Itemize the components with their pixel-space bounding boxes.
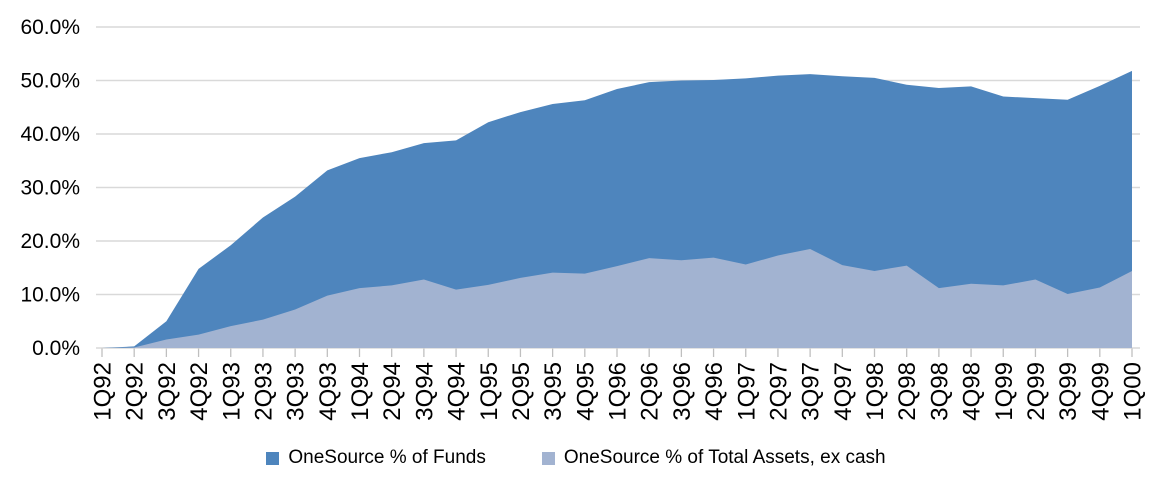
x-tick-label: 2Q93 [250,362,277,421]
x-tick-label: 1Q96 [605,362,632,421]
legend-item-funds: OneSource % of Funds [266,447,486,469]
x-tick-label: 4Q97 [830,362,857,421]
x-tick-label: 4Q94 [444,362,471,421]
x-tick-label: 1Q92 [90,362,117,421]
x-tick-label: 3Q96 [669,362,696,421]
x-tick-label: 2Q95 [508,362,535,421]
x-tick-label: 1Q00 [1120,362,1147,421]
x-tick-label: 3Q93 [283,362,310,421]
x-tick-label: 3Q95 [540,362,567,421]
legend-item-total-assets: OneSource % of Total Assets, ex cash [541,447,886,469]
x-tick-label: 4Q96 [701,362,728,421]
x-tick-label: 1Q95 [476,362,503,421]
y-tick-label: 60.0% [20,16,80,39]
y-tick-label: 20.0% [20,230,80,253]
legend: OneSource % of Funds OneSource % of Tota… [0,447,1152,469]
x-tick-label: 3Q99 [1055,362,1082,421]
x-tick-label: 1Q93 [218,362,245,421]
y-tick-label: 50.0% [20,70,80,93]
x-tick-label: 2Q92 [122,362,149,421]
legend-label-total-assets: OneSource % of Total Assets, ex cash [563,447,886,468]
legend-swatch-funds [266,451,280,465]
y-tick-label: 0.0% [32,337,80,360]
legend-label-funds: OneSource % of Funds [288,447,486,468]
x-tick-label: 1Q94 [347,362,374,421]
x-tick-label: 3Q97 [798,362,825,421]
x-tick-label: 4Q92 [186,362,213,421]
y-tick-label: 40.0% [20,123,80,146]
x-tick-label: 4Q98 [959,362,986,421]
y-tick-label: 10.0% [20,284,80,307]
area-series-total-assets [102,249,1132,348]
x-tick-label: 3Q98 [926,362,953,421]
x-tick-label: 1Q97 [733,362,760,421]
x-tick-label: 2Q96 [637,362,664,421]
x-tick-label: 3Q94 [411,362,438,421]
x-tick-label: 1Q99 [991,362,1018,421]
x-tick-label: 2Q98 [894,362,921,421]
y-tick-label: 30.0% [20,177,80,200]
x-tick-label: 4Q99 [1087,362,1114,421]
x-tick-label: 2Q99 [1023,362,1050,421]
x-tick-label: 2Q94 [379,362,406,421]
legend-swatch-total-assets [541,451,555,465]
x-tick-label: 4Q95 [572,362,599,421]
x-tick-label: 3Q92 [154,362,181,421]
plot-area: 0.0%10.0%20.0%30.0%40.0%50.0%60.0%1Q92 2Q… [20,16,1147,421]
x-tick-label: 2Q97 [765,362,792,421]
x-tick-label: 1Q98 [862,362,889,421]
x-tick-label: 4Q93 [315,362,342,421]
